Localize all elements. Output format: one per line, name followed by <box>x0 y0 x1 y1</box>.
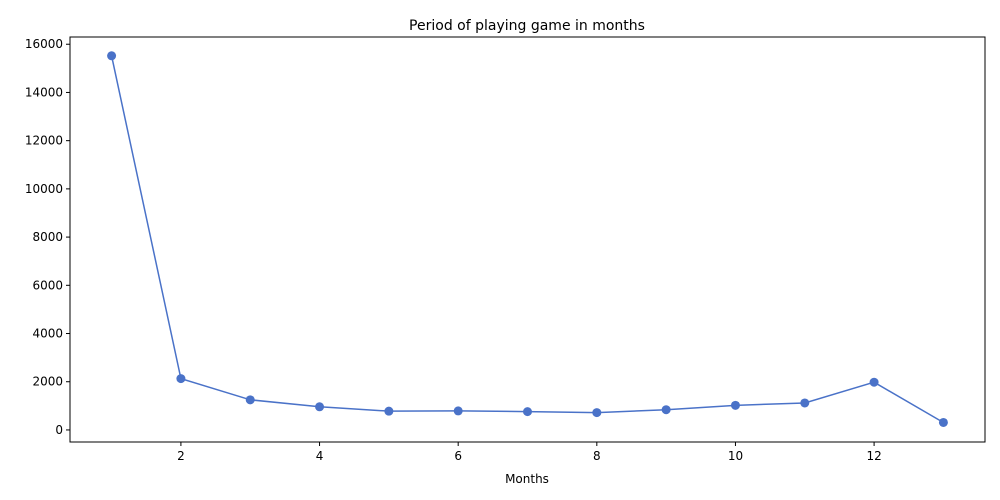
data-point <box>869 377 879 387</box>
data-point <box>453 406 463 416</box>
series-layer <box>107 51 948 427</box>
data-point <box>523 407 532 417</box>
y-tick-label: 0 <box>55 423 63 437</box>
data-point <box>730 400 740 410</box>
data-point <box>661 405 671 415</box>
y-tick-label: 6000 <box>32 278 63 292</box>
y-axis: 0 2000 4000 6000 8000 10000 12000 14000 16000 <box>25 37 70 437</box>
y-tick-label: 8000 <box>32 230 63 244</box>
data-point <box>938 417 948 427</box>
y-tick-label: 14000 <box>25 85 63 99</box>
y-tick-label: 2000 <box>32 375 63 389</box>
data-point <box>176 374 186 384</box>
x-tick-label: 2 <box>177 449 185 463</box>
x-tick-label: 8 <box>593 449 601 463</box>
data-point <box>800 398 810 408</box>
data-point <box>245 395 255 405</box>
y-tick-label: 16000 <box>25 37 63 51</box>
chart-title: Period of playing game in months <box>409 18 645 34</box>
x-tick-label: 4 <box>316 449 324 463</box>
x-tick-label: 10 <box>728 449 743 463</box>
x-axis-label: Months <box>505 472 549 486</box>
data-point <box>107 51 117 61</box>
plot-frame <box>69 36 986 443</box>
data-point <box>384 406 394 416</box>
x-axis: 2 4 6 8 10 12 <box>177 442 882 463</box>
x-tick-label: 6 <box>454 449 462 463</box>
y-tick-label: 10000 <box>25 182 63 196</box>
series-line <box>110 55 944 424</box>
data-point <box>592 408 602 418</box>
data-point <box>315 402 325 412</box>
y-tick-label: 12000 <box>25 134 63 148</box>
plot-area <box>69 36 986 443</box>
y-tick-label: 4000 <box>32 327 63 341</box>
x-tick-label: 12 <box>866 449 881 463</box>
